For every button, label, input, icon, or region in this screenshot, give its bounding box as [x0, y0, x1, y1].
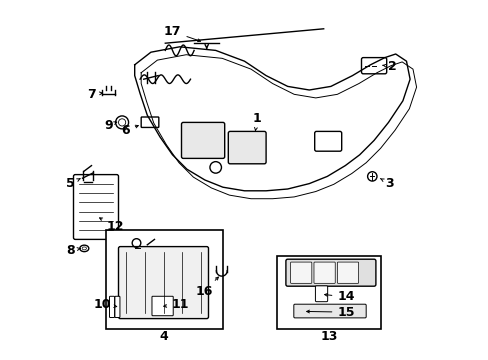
- FancyBboxPatch shape: [313, 262, 335, 283]
- FancyBboxPatch shape: [293, 304, 366, 318]
- FancyBboxPatch shape: [337, 262, 358, 283]
- FancyBboxPatch shape: [115, 296, 120, 318]
- Text: 14: 14: [324, 291, 354, 303]
- Text: 6: 6: [121, 124, 138, 137]
- Text: 17: 17: [163, 25, 200, 42]
- Text: 7: 7: [87, 88, 102, 101]
- Text: 2: 2: [382, 60, 396, 73]
- FancyBboxPatch shape: [106, 230, 223, 329]
- FancyBboxPatch shape: [141, 117, 159, 127]
- FancyBboxPatch shape: [285, 259, 375, 286]
- FancyBboxPatch shape: [315, 286, 327, 302]
- Text: 13: 13: [320, 330, 337, 343]
- Text: 4: 4: [159, 330, 167, 343]
- Text: 12: 12: [100, 218, 124, 233]
- FancyBboxPatch shape: [109, 296, 114, 318]
- Text: 15: 15: [306, 306, 354, 319]
- Ellipse shape: [82, 247, 86, 250]
- FancyBboxPatch shape: [361, 58, 386, 74]
- FancyBboxPatch shape: [276, 256, 381, 329]
- FancyBboxPatch shape: [290, 262, 311, 283]
- Ellipse shape: [80, 245, 89, 252]
- Text: 5: 5: [66, 177, 80, 190]
- FancyBboxPatch shape: [152, 296, 173, 316]
- Text: 1: 1: [252, 112, 261, 131]
- Text: 11: 11: [163, 298, 189, 311]
- Text: 9: 9: [104, 119, 117, 132]
- Text: 10: 10: [93, 298, 117, 311]
- FancyBboxPatch shape: [181, 122, 224, 158]
- FancyBboxPatch shape: [228, 131, 265, 164]
- FancyBboxPatch shape: [314, 131, 341, 151]
- Text: 16: 16: [195, 277, 218, 298]
- FancyBboxPatch shape: [118, 247, 208, 319]
- FancyBboxPatch shape: [73, 175, 118, 239]
- Text: 3: 3: [380, 177, 393, 190]
- Text: 8: 8: [66, 244, 80, 257]
